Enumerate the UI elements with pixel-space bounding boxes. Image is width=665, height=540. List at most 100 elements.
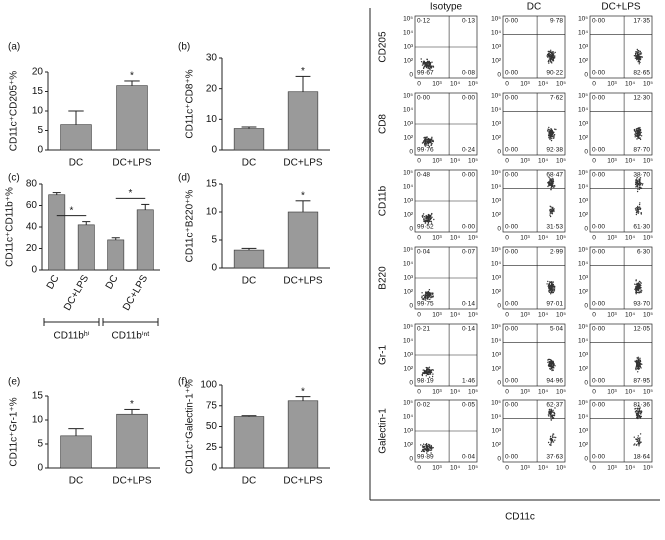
event-dot [421,295,423,297]
flow-y-tick-label: 10² [404,442,414,449]
flow-x-tick-label: 0 [505,312,509,319]
significance-mark: * [301,190,305,201]
quadrant-value: 0·00 [592,18,605,25]
event-dot [552,60,554,62]
flow-y-tick-label: 0 [497,303,501,310]
event-dot [637,285,639,287]
event-dot [637,212,639,214]
flow-y-tick-label: 10² [404,212,414,219]
flow-x-tick-label: 10³ [520,389,530,396]
quadrant-value: 0·14 [462,326,475,333]
flow-y-tick-label: 10⁴ [578,261,588,268]
event-dot [422,213,425,215]
quadrant-value: 0·00 [592,454,605,461]
event-dot [551,181,553,183]
event-dot [428,219,431,221]
event-dot [641,363,643,365]
flow-x-tick-label: 10⁴ [538,389,548,396]
event-dot [638,178,640,180]
flow-y-tick-label: 10⁵ [491,170,501,177]
event-dot [424,64,427,66]
event-dot [432,140,434,143]
event-dot [429,64,431,66]
flow-x-tick-label: 0 [505,465,509,472]
y-tick-label: 80 [26,179,38,190]
event-dot [553,184,555,187]
panel-label: (c) [8,173,20,184]
event-dot [637,127,639,130]
y-tick-label: 0 [211,463,217,474]
flow-y-tick-label: 0 [409,380,413,387]
event-dot [638,132,640,134]
y-tick-label: 5 [37,125,43,136]
flow-x-tick-label: 10³ [520,312,530,319]
flow-x-label: CD11c [505,512,535,523]
event-dot [551,286,554,288]
flow-y-tick-label: 10² [492,135,502,142]
event-dot [634,208,637,210]
flow-x-tick-label: 10⁴ [538,465,548,472]
event-dot [551,363,553,365]
quadrant-value: 17·35 [633,18,650,25]
flow-x-tick-label: 10⁵ [643,81,653,88]
event-dot [547,285,549,287]
flow-y-tick-label: 10³ [579,121,589,128]
event-dot [424,139,426,141]
flow-y-tick-label: 10² [492,442,502,449]
event-dot [427,141,430,144]
event-dot [549,444,551,446]
event-dot [548,288,550,290]
flow-x-tick-label: 10³ [432,465,442,472]
event-dot [551,416,553,418]
event-dot [429,214,431,217]
event-dot [432,369,434,371]
event-dot [549,284,551,286]
flow-y-tick-label: 10⁵ [403,16,413,23]
quadrant-value: 0·00 [592,224,605,231]
panel-label: (e) [8,377,20,388]
event-dot [432,373,434,375]
quadrant-value: 0·24 [462,147,475,154]
x-tick-label: DC+LPS [121,273,150,313]
event-dot [639,357,641,359]
event-dot [638,285,641,287]
bar [116,85,148,151]
event-dot [423,63,425,65]
event-dot [636,178,638,180]
event-dot [636,51,638,53]
event-dot [425,375,427,377]
event-dot [635,413,638,415]
flow-y-tick-label: 10⁵ [491,16,501,23]
event-dot [636,180,638,182]
event-dot [553,134,555,137]
event-dot [427,450,429,453]
quadrant-value: 9·78 [550,18,563,25]
flow-x-tick-label: 10⁵ [468,235,478,242]
event-dot [639,129,642,131]
flow-y-tick-label: 10⁴ [578,30,588,37]
event-dot [550,128,553,131]
event-dot [431,65,433,67]
y-tick-label: 15 [206,179,218,190]
event-dot [551,137,553,140]
flow-y-tick-label: 10² [492,366,502,373]
column-header: Isotype [430,2,463,13]
y-tick-label: 15 [32,86,44,97]
event-dot [427,294,429,297]
bar [77,224,95,271]
event-dot [550,206,552,208]
quadrant-value: 1·46 [462,378,475,385]
event-dot [547,185,549,188]
significance-mark: * [301,66,305,77]
event-dot [421,298,424,300]
event-dot [427,139,429,141]
event-dot [642,183,644,185]
event-dot [427,221,430,224]
event-dot [551,365,553,367]
event-dot [550,182,552,184]
quadrant-value: 0·08 [462,70,475,77]
quadrant-value: 12·30 [633,95,650,102]
event-dot [552,435,554,437]
event-dot [638,445,640,447]
flow-x-tick-label: 10⁵ [468,81,478,88]
